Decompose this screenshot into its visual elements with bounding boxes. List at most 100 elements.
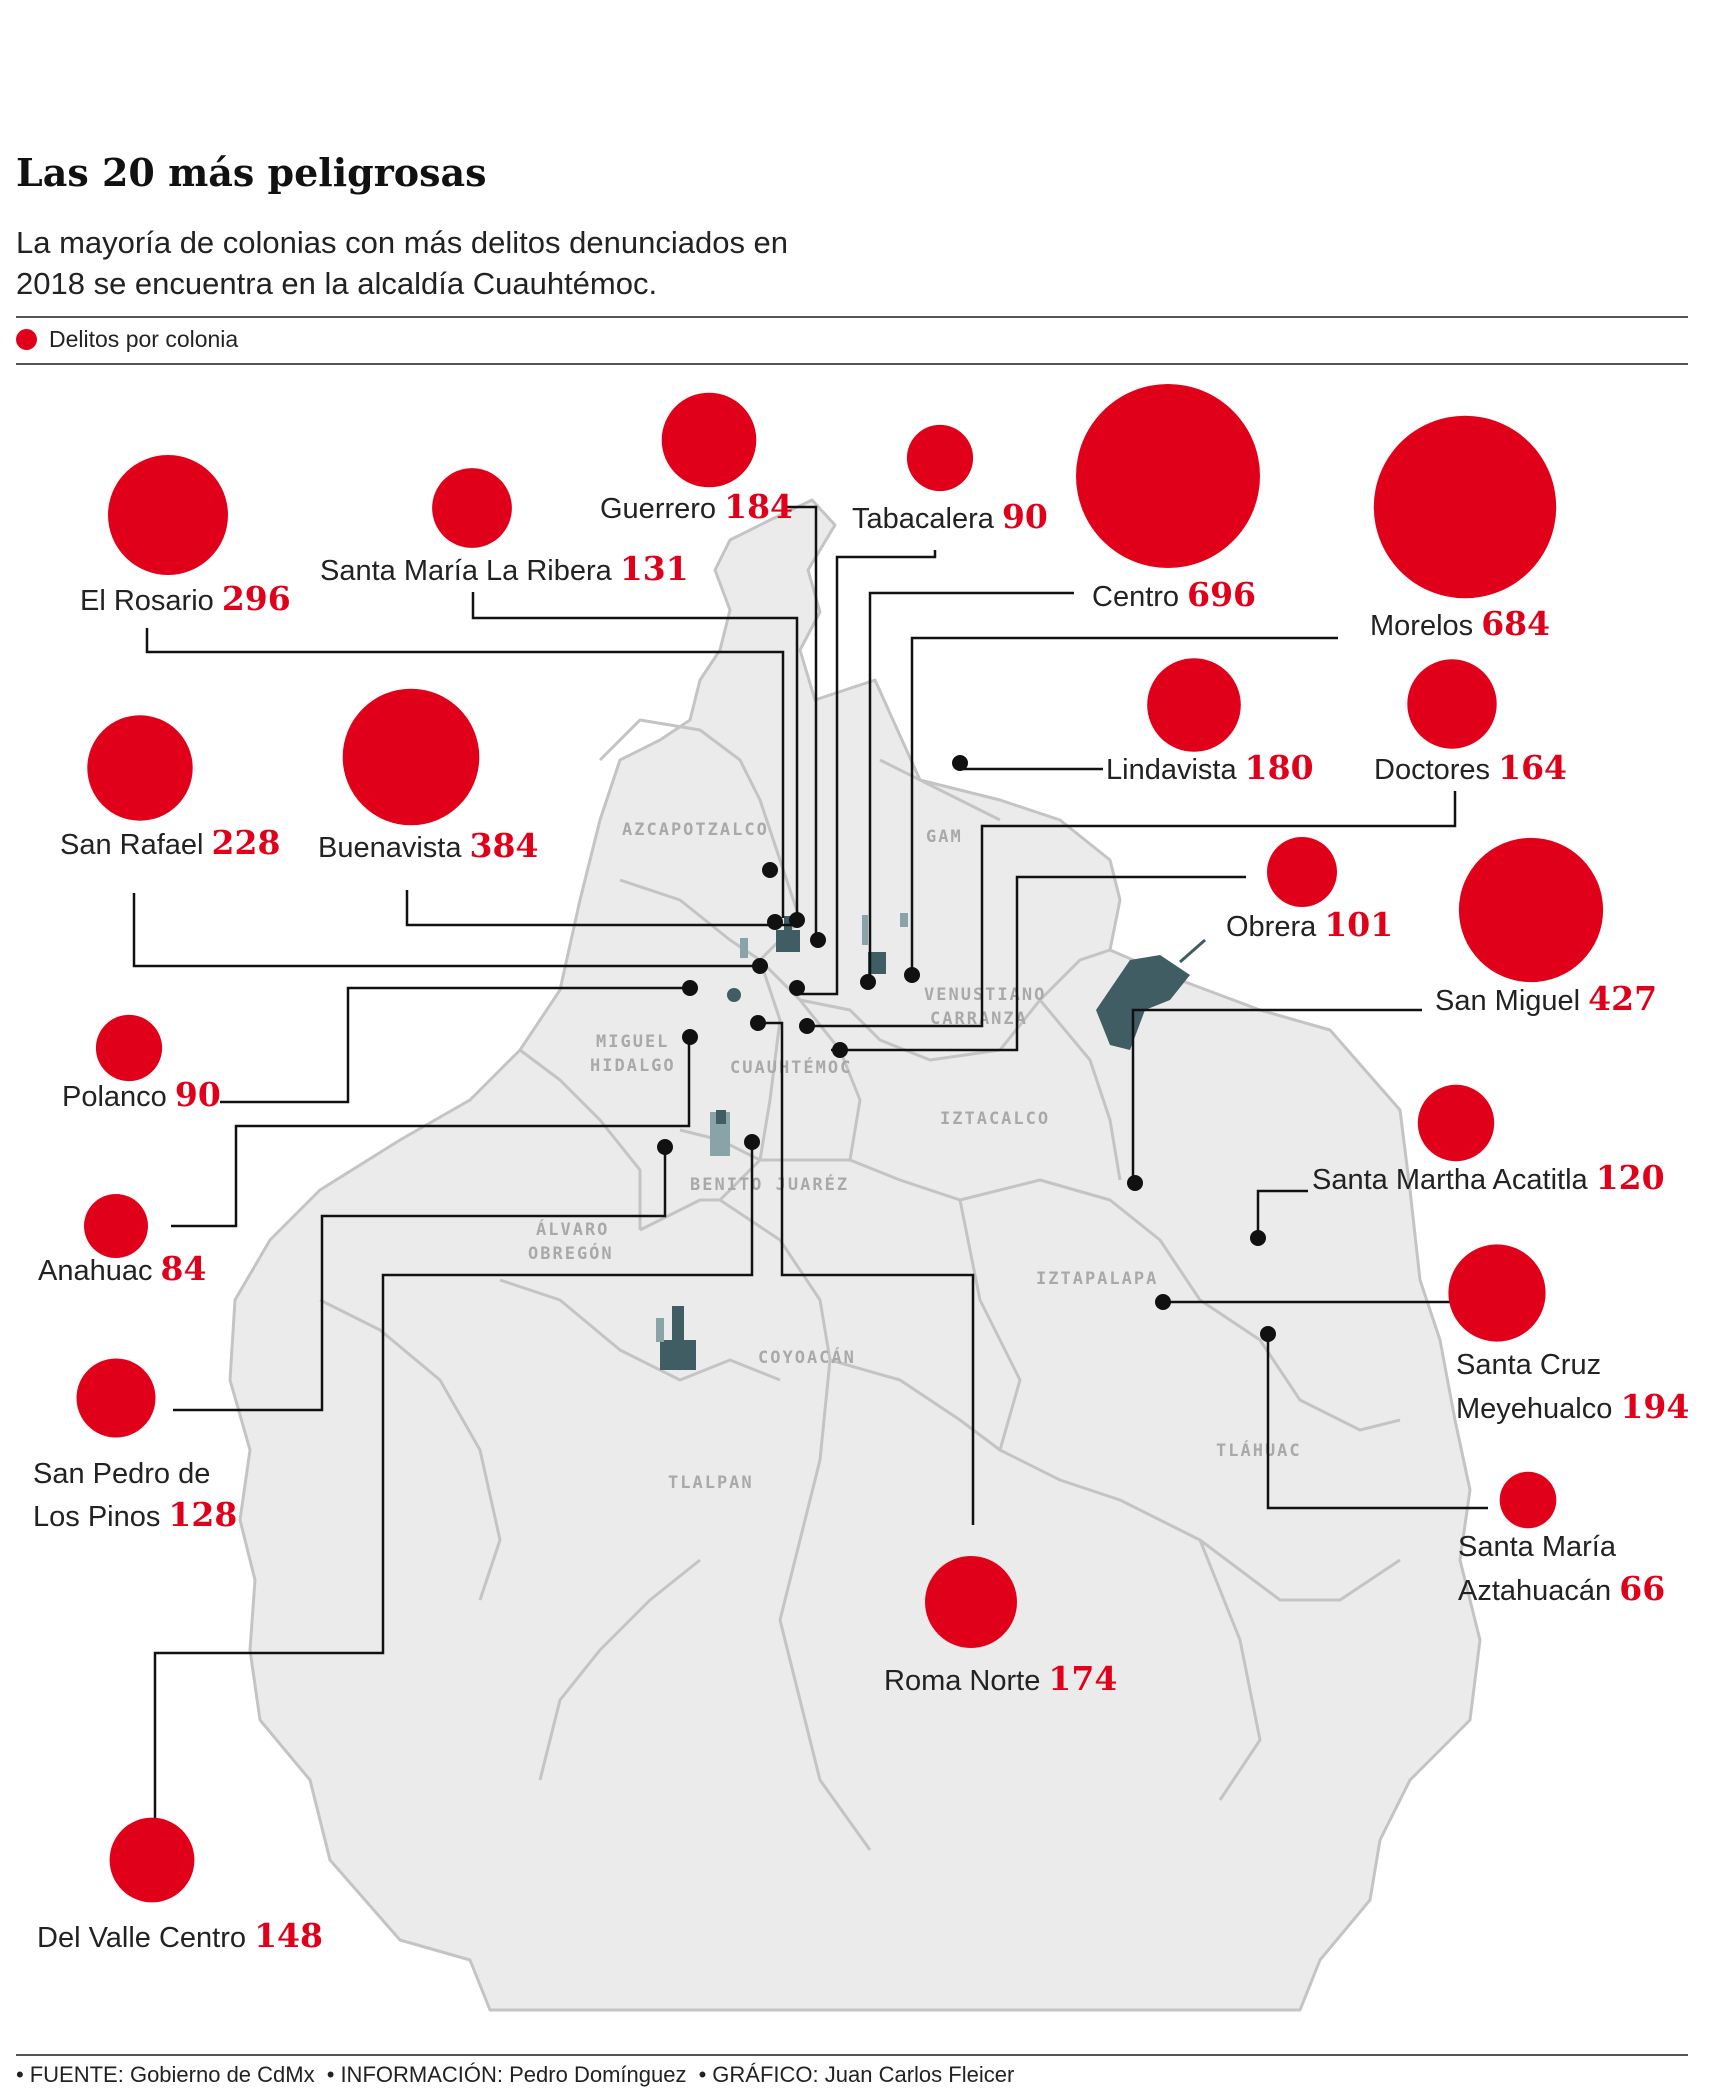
colonia-name: Doctores <box>1374 754 1498 786</box>
colonia-label: Doctores 164 <box>1374 748 1567 787</box>
colonia-name: Del Valle Centro <box>37 1922 254 1954</box>
dot-san-rafael <box>752 958 768 974</box>
colonia-name-line2: Los Pinos <box>33 1501 168 1533</box>
label-iztacalco: IZTACALCO <box>940 1109 1050 1129</box>
colonia-name-line2: Aztahuacán <box>1458 1575 1619 1607</box>
colonia-label: Buenavista 384 <box>318 826 538 865</box>
dot-obrera <box>832 1042 848 1058</box>
footer-bullet: • <box>698 2062 707 2087</box>
colonia-value: 131 <box>620 549 689 588</box>
label-venustiano: VENUSTIANO <box>924 985 1046 1005</box>
label-cuauhtemoc: CUAUHTÉMOC <box>730 1056 852 1078</box>
bubble <box>1373 415 1557 599</box>
colonia-name: Tabacalera <box>852 503 1002 535</box>
bubble <box>95 1014 163 1082</box>
colonia-label: Meyehualco 194 <box>1456 1387 1689 1426</box>
bubble <box>1407 659 1497 749</box>
bubble <box>87 715 193 821</box>
label-carranza: CARRANZA <box>930 1009 1028 1029</box>
dot-anahuac <box>682 1029 698 1045</box>
bubble <box>108 455 228 575</box>
colonia-name: San Miguel <box>1435 985 1588 1017</box>
alcaldia-labels: AZCAPOTZALCO GAM VENUSTIANO CARRANZA MIG… <box>528 820 1300 1493</box>
label-tlalpan: TLALPAN <box>668 1473 754 1493</box>
colonia-value: 101 <box>1324 905 1393 944</box>
bubble <box>925 1556 1017 1648</box>
colonia-label: Polanco 90 <box>62 1075 221 1114</box>
colonia-label: Tabacalera 90 <box>852 497 1048 536</box>
basilica-icon <box>862 913 908 974</box>
colonia-label: Los Pinos 128 <box>33 1495 237 1534</box>
colonia-name: Polanco <box>62 1081 175 1113</box>
bubble-labels: El Rosario 296 Santa María La Ribera 131 G… <box>33 487 1689 1955</box>
colonia-value: 184 <box>724 487 793 526</box>
label-obregon: OBREGÓN <box>528 1242 614 1264</box>
dot-del-valle <box>744 1134 760 1150</box>
colonia-label: Anahuac 84 <box>38 1249 206 1288</box>
leader-lines <box>132 505 1500 1822</box>
colonia-label: San Rafael 228 <box>60 823 280 862</box>
dot-tabacalera <box>810 932 826 948</box>
colonia-name-line2: Meyehualco <box>1456 1393 1620 1425</box>
bubble <box>1147 658 1241 752</box>
dot-roma-norte <box>750 1015 766 1031</box>
bubble <box>109 1817 195 1903</box>
colonia-name: San Rafael <box>60 829 212 861</box>
colonia-label: San Miguel 427 <box>1435 979 1657 1018</box>
colonia-name: San Pedro de <box>33 1458 210 1490</box>
colonia-label: Santa Martha Acatitla 120 <box>1312 1158 1665 1197</box>
dot-aztahuacan <box>1260 1326 1276 1342</box>
colonia-name: Obrera <box>1226 911 1324 943</box>
title: Las 20 más peligrosas <box>16 150 487 195</box>
label-miguel: MIGUEL <box>596 1032 669 1052</box>
bubble <box>342 688 480 826</box>
label-hidalgo: HIDALGO <box>590 1056 676 1076</box>
colonia-name: Guerrero <box>600 493 724 525</box>
label-azcapotzalco: AZCAPOTZALCO <box>622 820 769 840</box>
footer-grafico: Juan Carlos Fleicer <box>824 2062 1015 2087</box>
colonia-name: Lindavista <box>1106 754 1245 786</box>
label-gam: GAM <box>926 827 963 847</box>
dot-san-pedro <box>657 1139 673 1155</box>
colonia-name: Buenavista <box>318 832 470 864</box>
footer-fuente: Gobierno de CdMx <box>129 2062 315 2087</box>
label-benito-juarez: BENITO JUARÉZ <box>690 1173 849 1195</box>
dot-santa-cruz <box>1155 1294 1171 1310</box>
dot-guerrero <box>767 914 783 930</box>
bubble <box>906 424 974 492</box>
colonia-label: Lindavista 180 <box>1106 748 1314 787</box>
colonia-name: El Rosario <box>80 585 222 617</box>
borough-boundaries <box>319 718 1401 1851</box>
dot-el-rosario <box>762 862 778 878</box>
colonia-value: 128 <box>168 1495 237 1534</box>
colonia-value: 696 <box>1187 575 1256 614</box>
dot-morelos <box>904 967 920 983</box>
label-iztapalapa: IZTAPALAPA <box>1036 1269 1158 1289</box>
colonia-name: Morelos <box>1370 610 1481 642</box>
colonia-name: Anahuac <box>38 1255 161 1287</box>
bubble <box>84 1194 148 1258</box>
dot-doctores <box>799 1018 815 1034</box>
colonia-value: 180 <box>1245 748 1314 787</box>
dot-santa-martha <box>1250 1230 1266 1246</box>
colonia-name: Santa María La Ribera <box>320 555 620 587</box>
colonia-name: Roma Norte <box>884 1665 1048 1697</box>
landmark-icons <box>656 913 1206 1370</box>
colonia-label: Centro 696 <box>1092 575 1256 614</box>
colonia-value: 228 <box>212 823 281 862</box>
location-dots <box>657 755 1276 1342</box>
colonia-value: 174 <box>1048 1659 1117 1698</box>
coyoacan-icon <box>656 1306 696 1370</box>
monument-icon <box>740 916 800 958</box>
colonia-name: Santa Martha Acatitla <box>1312 1164 1596 1196</box>
bubbles <box>76 384 1604 1903</box>
bubble <box>76 1358 156 1438</box>
colonia-value: 684 <box>1481 604 1550 643</box>
dot-san-miguel <box>1127 1175 1143 1191</box>
colonia-label: Roma Norte 174 <box>884 1659 1117 1698</box>
airport-icon <box>1096 938 1206 1050</box>
dot-centro <box>860 974 876 990</box>
colonia-label: Del Valle Centro 148 <box>37 1916 323 1955</box>
